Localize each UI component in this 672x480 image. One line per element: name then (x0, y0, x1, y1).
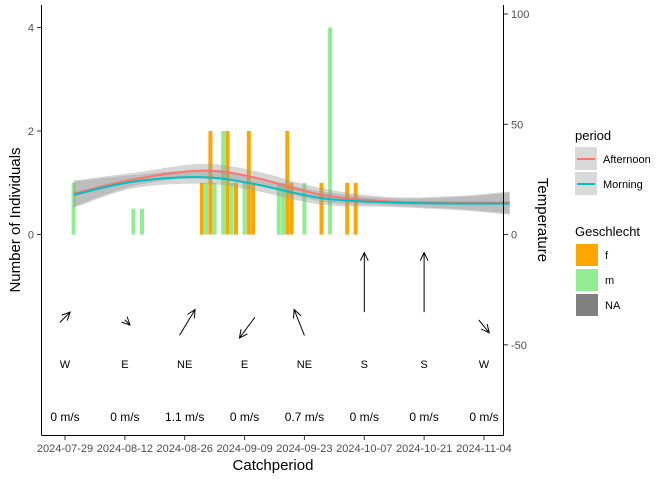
wind-direction-label: S (361, 359, 368, 371)
wind-arrow-7 (478, 319, 490, 334)
y-tick-label: 4 (28, 23, 34, 35)
wind-arrow-3 (238, 317, 256, 339)
wind-arrow-5 (359, 251, 369, 313)
wind-speed-label: 1.1 m/s (165, 410, 204, 424)
x-tick-label: 2024-10-21 (396, 443, 452, 455)
bar-m-11 (242, 182, 247, 235)
y2-tick-label: 100 (511, 9, 529, 21)
temperature-lines-layer (73, 169, 510, 205)
legend-key-m (576, 269, 598, 291)
x-tick-label: 2024-11-04 (456, 443, 511, 455)
y2-tick-label: -50 (511, 340, 527, 352)
y-tick-label: 0 (28, 230, 34, 242)
line-afternoon (73, 169, 510, 204)
bar-f-5 (208, 131, 213, 235)
y-tick-label: 2 (28, 126, 34, 138)
wind-arrow-6 (419, 251, 429, 313)
x-ticks: 2024-07-29 2024-08-12 2024-08-26 2024-09-09… (37, 435, 512, 455)
wind-speed-label: 0.7 m/s (285, 410, 324, 424)
bar-m-4 (204, 182, 209, 235)
legend-key-na (576, 294, 598, 316)
wind-arrow-0 (59, 311, 72, 323)
bar-f-13 (251, 182, 256, 235)
bar-m-7 (221, 131, 226, 235)
wind-direction-label: NE (177, 359, 192, 371)
bar-f-22 (353, 182, 358, 235)
bar-m-18 (302, 182, 307, 235)
bar-f-3 (199, 182, 204, 235)
wind-direction-label: NE (297, 359, 312, 371)
line-morning (73, 176, 510, 205)
x-tick-label: 2024-10-07 (336, 443, 392, 455)
legend: period Afternoon Morning Geschlecht f m NA (575, 128, 651, 316)
wind-direction-label: E (241, 359, 248, 371)
wind-arrow-1 (121, 316, 131, 326)
wind-layer: W 0 m/s E 0 m/s NE 1.1 m/s E 0 m/s NE 0.7 m/s S 0 m… (50, 251, 499, 424)
legend-title-period: period (575, 128, 611, 143)
wind-speed-label: 0 m/s (110, 410, 139, 424)
legend-title-geschlecht: Geschlecht (575, 224, 640, 239)
y-ticks: 0 2 4 (28, 23, 42, 242)
x-tick-label: 2024-09-09 (216, 443, 272, 455)
y-axis-title: Number of Individuals (7, 147, 24, 292)
wind-arrow-4 (293, 308, 305, 336)
bar-m-1 (131, 208, 136, 235)
y2-axis-title: Temperature (534, 178, 551, 262)
wind-direction-label: E (121, 359, 128, 371)
legend-label-m: m (605, 275, 614, 287)
y2-tick-label: 50 (511, 119, 523, 131)
x-tick-label: 2024-08-26 (157, 443, 213, 455)
bar-m-20 (328, 27, 333, 235)
bar-m-6 (212, 182, 217, 235)
wind-speed-label: 0 m/s (350, 410, 379, 424)
y2-ticks: 100 50 0 -50 (503, 9, 529, 352)
legend-label-na: NA (605, 300, 621, 312)
wind-direction-label: W (60, 359, 71, 371)
wind-speed-label: 0 m/s (230, 410, 259, 424)
wind-speed-label: 0 m/s (469, 410, 498, 424)
bar-f-21 (345, 182, 350, 235)
bar-m-0 (71, 182, 76, 235)
bar-m-15 (281, 182, 286, 235)
legend-label-morning: Morning (603, 179, 643, 191)
legend-label-f: f (605, 250, 609, 262)
legend-label-afternoon: Afternoon (603, 154, 651, 166)
bar-f-16 (285, 131, 290, 235)
bar-f-17 (289, 182, 294, 235)
bar-f-8 (225, 131, 230, 235)
wind-arrow-2 (179, 308, 196, 336)
x-axis-title: Catchperiod (233, 457, 314, 474)
y2-tick-label: 0 (511, 230, 517, 242)
wind-direction-label: S (420, 359, 427, 371)
wind-speed-label: 0 m/s (409, 410, 438, 424)
legend-key-f (576, 244, 598, 266)
wind-direction-label: W (479, 359, 490, 371)
x-tick-label: 2024-08-12 (97, 443, 153, 455)
x-tick-label: 2024-09-23 (276, 443, 332, 455)
bar-m-9 (229, 182, 234, 235)
bar-m-14 (276, 182, 281, 235)
bar-m-2 (140, 208, 144, 235)
wind-speed-label: 0 m/s (50, 410, 79, 424)
x-tick-label: 2024-07-29 (37, 443, 93, 455)
bar-f-10 (234, 182, 238, 235)
bar-f-19 (319, 182, 324, 235)
